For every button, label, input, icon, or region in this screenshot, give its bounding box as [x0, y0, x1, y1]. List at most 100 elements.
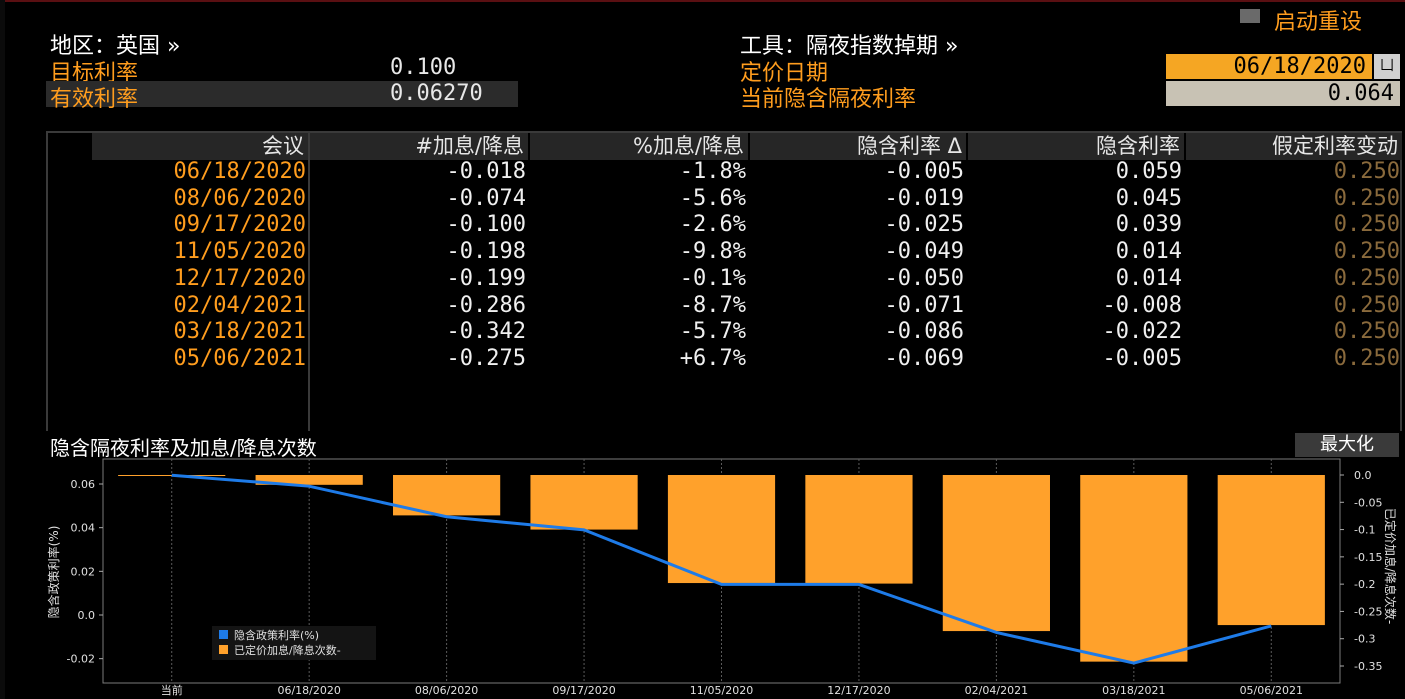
y-axis-label: 隐含政策利率(%) [46, 526, 61, 619]
legend-swatch-line [219, 630, 228, 639]
x-tick-label: 当前 [161, 683, 183, 697]
meetings-table [46, 131, 1402, 431]
right-tick-label: -0.1 [1354, 524, 1375, 537]
cell-hikes-count: -0.018 [446, 159, 526, 184]
legend-label-bar: 已定价加息/降息次数- [234, 643, 341, 657]
cell-assumed-move: 0.250 [1333, 265, 1400, 291]
bar-06/18/2020 [255, 475, 363, 485]
col-header-meeting[interactable]: 会议 [92, 133, 308, 160]
cell-implied-delta: -0.025 [884, 212, 964, 238]
implied-overnight-label: 当前隐含隔夜利率 [740, 87, 917, 112]
cell-implied-delta: -0.005 [884, 159, 964, 184]
effective-rate-row [46, 81, 518, 107]
cell-assumed-move: 0.250 [1333, 159, 1400, 184]
bar-03/18/2021 [1080, 475, 1188, 662]
x-tick-label: 03/18/2021 [1102, 684, 1165, 697]
right-tick-label: -0.2 [1354, 578, 1375, 591]
cell-hikes-pct: -0.1% [679, 265, 746, 291]
cell-meeting-date[interactable]: 02/04/2021 [173, 292, 306, 318]
left-tick-label: 0.06 [71, 478, 96, 491]
target-rate-value: 0.100 [390, 55, 457, 80]
cell-hikes-pct: -5.7% [679, 319, 746, 345]
instrument-selector[interactable]: 工具：隔夜指数掉期 » [740, 34, 959, 59]
region-selector[interactable]: 地区：英国 » [50, 34, 181, 59]
chart-title: 隐含隔夜利率及加息/降息次数 [50, 436, 317, 460]
cell-meeting-date[interactable]: 05/06/2021 [173, 345, 306, 371]
cell-meeting-date[interactable]: 11/05/2020 [173, 239, 306, 265]
right-tick-label: -0.25 [1354, 605, 1382, 618]
implied-rate-line [171, 473, 1272, 665]
legend-box [212, 626, 376, 660]
col-header-implied-rate[interactable]: 隐含利率 [968, 133, 1184, 160]
table-col-divider [308, 133, 310, 431]
cell-implied-rate: 0.045 [1115, 185, 1182, 211]
x-tick-label: 02/04/2021 [965, 684, 1028, 697]
legend-label-line: 隐含政策利率(%) [234, 628, 319, 642]
cell-implied-delta: -0.086 [884, 319, 964, 345]
cell-meeting-date[interactable]: 09/17/2020 [173, 212, 306, 238]
x-tick-label: 08/06/2020 [415, 684, 478, 697]
cell-implied-rate: 0.039 [1115, 212, 1182, 238]
cell-implied-delta: -0.050 [884, 265, 964, 291]
col-header-implied-delta[interactable]: 隐含利率 Δ [750, 133, 966, 160]
restart-button[interactable]: 启动重设 [1274, 10, 1363, 35]
cell-meeting-date[interactable]: 08/06/2020 [173, 185, 306, 211]
cell-hikes-count: -0.074 [446, 185, 526, 211]
effective-rate-label: 有效利率 [50, 87, 139, 112]
cell-hikes-count: -0.100 [446, 212, 526, 238]
x-tick-label: 09/17/2020 [552, 684, 615, 697]
cell-meeting-date[interactable]: 06/18/2020 [173, 159, 306, 184]
cell-hikes-pct: -5.6% [679, 185, 746, 211]
cell-hikes-count: -0.286 [446, 292, 526, 318]
pricing-date-input[interactable]: 06/18/2020 [1166, 54, 1372, 79]
cell-hikes-count: -0.342 [446, 319, 526, 345]
x-tick-label: 05/06/2021 [1240, 684, 1303, 697]
cell-hikes-pct: -8.7% [679, 292, 746, 318]
cell-hikes-count: -0.198 [446, 239, 526, 265]
cell-meeting-date[interactable]: 12/17/2020 [173, 265, 306, 291]
cell-implied-delta: -0.019 [884, 185, 964, 211]
cell-implied-rate: -0.008 [1102, 292, 1182, 318]
cell-implied-delta: -0.069 [884, 345, 964, 371]
calendar-icon[interactable]: 凵 [1374, 54, 1400, 79]
cell-hikes-count: -0.199 [446, 265, 526, 291]
maximize-button[interactable]: 最大化 [1295, 433, 1399, 457]
left-tick-label: 0.04 [71, 522, 96, 535]
cell-implied-rate: -0.022 [1102, 319, 1182, 345]
right-tick-label: -0.35 [1354, 660, 1382, 673]
cell-hikes-pct: -2.6% [679, 212, 746, 238]
cell-assumed-move: 0.250 [1333, 212, 1400, 238]
cell-implied-rate: 0.059 [1115, 159, 1182, 184]
left-tick-label: -0.02 [67, 653, 95, 666]
top-accent-bar [0, 0, 1405, 2]
right-tick-label: -0.3 [1354, 633, 1375, 646]
bar-09/17/2020 [530, 475, 638, 530]
cell-implied-delta: -0.049 [884, 239, 964, 265]
legend-swatch-bar [219, 645, 228, 654]
pricing-date-label: 定价日期 [740, 61, 829, 86]
bar-11/05/2020 [667, 475, 776, 584]
bar-02/04/2021 [942, 475, 1050, 632]
cell-implied-rate: 0.014 [1115, 265, 1182, 291]
cell-assumed-move: 0.250 [1333, 345, 1400, 371]
implied-rate-chart: 0.06 0.04 0.02 0.0 -0.02 0.0 -0.05 -0.1 -0.15 -0.… [46, 458, 1398, 697]
left-edge [0, 0, 5, 699]
cell-assumed-move: 0.250 [1333, 319, 1400, 345]
cell-hikes-pct: -1.8% [679, 159, 746, 184]
cell-assumed-move: 0.250 [1333, 239, 1400, 265]
col-header-assumed-move[interactable]: 假定利率变动 [1186, 133, 1402, 160]
cell-hikes-pct: -9.8% [679, 239, 746, 265]
right-tick-label: -0.15 [1354, 551, 1382, 564]
cell-meeting-date[interactable]: 03/18/2021 [173, 319, 306, 345]
col-header-hikes-pct[interactable]: %加息/降息 [530, 133, 748, 160]
effective-rate-value: 0.06270 [390, 81, 483, 106]
cell-assumed-move: 0.250 [1333, 292, 1400, 318]
bar-12/17/2020 [805, 475, 913, 584]
implied-overnight-value: 0.064 [1166, 81, 1400, 106]
cell-implied-rate: -0.005 [1102, 345, 1182, 371]
col-header-hikes-count[interactable]: #加息/降息 [310, 133, 528, 160]
x-tick-label: 12/17/2020 [827, 684, 890, 697]
cell-implied-rate: 0.014 [1115, 239, 1182, 265]
left-tick-label: 0.0 [78, 609, 96, 622]
restart-checkbox[interactable] [1240, 9, 1260, 23]
